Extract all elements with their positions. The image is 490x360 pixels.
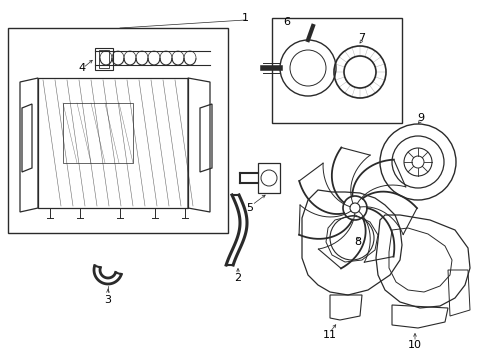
Text: 11: 11	[323, 330, 337, 340]
Text: 3: 3	[104, 295, 112, 305]
Bar	[258, 163, 280, 193]
Text: 5: 5	[246, 203, 253, 213]
Text: 1: 1	[242, 13, 248, 23]
Text: 2: 2	[234, 273, 242, 283]
Text: 10: 10	[408, 340, 422, 350]
Bar	[95, 48, 113, 70]
Text: 9: 9	[417, 113, 424, 123]
Text: 8: 8	[354, 237, 362, 247]
Text: 7: 7	[359, 33, 366, 43]
Bar	[99, 50, 109, 68]
Text: 6: 6	[284, 17, 291, 27]
Text: 4: 4	[78, 63, 86, 73]
Bar	[8, 28, 228, 233]
Bar	[272, 18, 402, 123]
